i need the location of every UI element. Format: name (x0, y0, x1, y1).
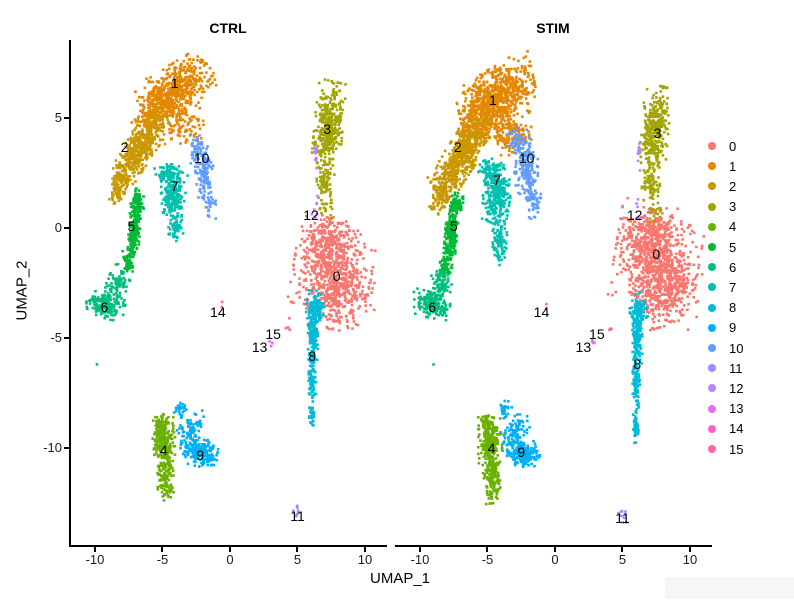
panel-title-ctrl: CTRL (209, 20, 247, 36)
legend-dot-icon (708, 344, 716, 352)
legend-item-10: 10 (700, 338, 743, 358)
legend-item-14: 14 (700, 419, 743, 439)
x-tick-label: 5 (618, 552, 627, 567)
x-tick-label: -5 (481, 552, 494, 567)
legend-dot-icon (708, 404, 716, 413)
y-tick-mark (64, 117, 69, 120)
legend-item-4: 4 (700, 217, 736, 237)
x-tick-label: -5 (156, 552, 169, 567)
legend-label: 11 (729, 360, 743, 376)
legend-dot-icon (708, 364, 716, 373)
y-tick-label: -5 (50, 330, 62, 346)
legend-dot-icon (708, 182, 716, 191)
legend-dot-icon (708, 162, 716, 171)
legend-dot-icon (708, 222, 716, 231)
legend-dot-icon (708, 445, 716, 453)
legend-label: 5 (729, 239, 737, 255)
x-tick-label: 0 (551, 552, 559, 567)
y-tick-mark (64, 447, 69, 449)
x-tick-mark (621, 547, 624, 552)
legend-item-1: 1 (700, 156, 736, 176)
legend-item-6: 6 (700, 257, 736, 277)
x-tick-mark (161, 547, 164, 552)
legend-label: 6 (729, 259, 737, 275)
legend-dot-icon (708, 424, 716, 433)
x-tick-label: 10 (357, 552, 373, 567)
panel-title-stim: STIM (536, 20, 570, 36)
legend-item-3: 3 (700, 197, 736, 217)
y-tick-mark (64, 337, 69, 340)
legend-dot-icon (708, 303, 716, 312)
x-axis-title: UMAP_1 (369, 570, 431, 587)
legend-label: 13 (729, 401, 744, 417)
legend-item-5: 5 (700, 237, 736, 257)
x-tick-mark (363, 547, 366, 552)
x-tick-mark (553, 547, 556, 552)
legend-dot-icon (708, 263, 716, 272)
x-tick-mark (486, 547, 489, 552)
x-tick-label: -10 (410, 552, 430, 567)
ctrl-x-axis-line (70, 545, 387, 547)
legend-item-8: 8 (700, 298, 736, 318)
y-axis-line (69, 40, 71, 547)
stim-x-axis-line (395, 545, 712, 547)
legend-label: 3 (729, 199, 737, 215)
legend-label: 15 (729, 441, 744, 457)
x-tick-label: -10 (85, 552, 105, 567)
legend-item-11: 11 (700, 358, 743, 378)
legend-item-7: 7 (700, 277, 736, 297)
legend-label: 0 (729, 138, 737, 154)
y-tick-label: 0 (54, 220, 62, 236)
legend-label: 1 (729, 158, 737, 174)
legend-item-0: 0 (700, 136, 736, 156)
x-tick-mark (228, 547, 231, 552)
x-tick-label: 10 (682, 552, 698, 567)
legend-label: 7 (729, 279, 737, 295)
legend-dot-icon (708, 323, 716, 332)
x-tick-label: 5 (293, 552, 302, 567)
legend-label: 10 (729, 340, 744, 356)
legend-label: 14 (729, 421, 744, 437)
x-tick-mark (418, 547, 421, 552)
legend-dot-icon (708, 384, 716, 393)
legend-label: 12 (729, 380, 744, 396)
y-tick-label: 5 (54, 110, 62, 126)
y-axis-title: UMAP_2 (13, 260, 31, 321)
legend-label: 2 (729, 178, 737, 194)
legend-item-2: 2 (700, 176, 736, 196)
x-tick-mark (93, 547, 96, 552)
legend-label: 4 (729, 219, 737, 235)
legend-label: 8 (729, 300, 737, 316)
legend-dot-icon (708, 142, 716, 150)
stim-scatter-canvas (395, 40, 712, 545)
legend-label: 9 (729, 320, 737, 336)
legend-dot-icon (708, 202, 716, 211)
y-tick-label: -10 (43, 440, 62, 455)
x-tick-label: 0 (226, 552, 234, 567)
x-tick-mark (688, 547, 691, 552)
ctrl-scatter-canvas (70, 40, 387, 545)
legend-item-9: 9 (700, 318, 736, 338)
legend-item-15: 15 (700, 439, 743, 459)
legend-dot-icon (708, 243, 716, 251)
y-tick-mark (64, 227, 69, 230)
x-tick-mark (296, 547, 299, 552)
legend-item-13: 13 (700, 399, 743, 419)
corner-overlay-box (665, 577, 794, 599)
legend-dot-icon (708, 283, 716, 292)
legend-item-12: 12 (700, 378, 743, 398)
